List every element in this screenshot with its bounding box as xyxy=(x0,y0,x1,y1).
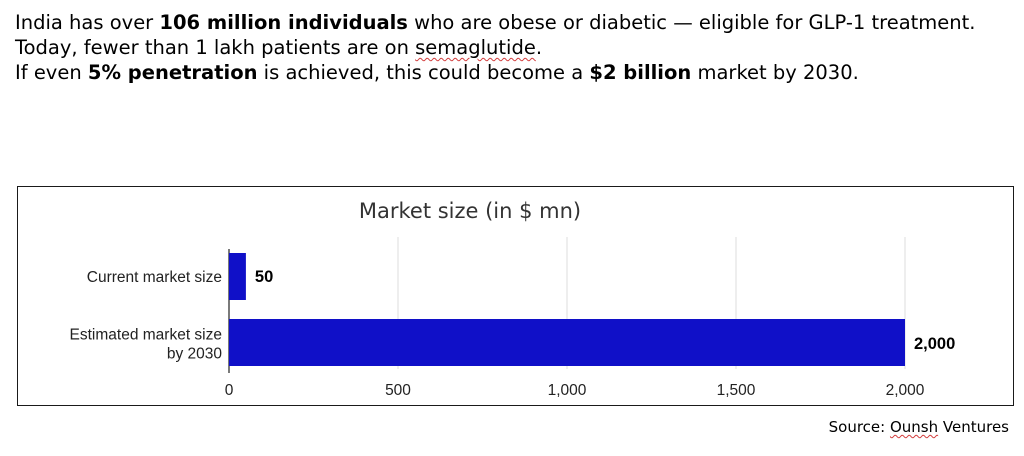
category-label: Current market size xyxy=(87,269,222,286)
intro-line-1: India has over 106 million individuals w… xyxy=(15,10,1010,35)
source-suffix: Ventures xyxy=(938,418,1009,436)
source-name: Ounsh xyxy=(889,418,939,436)
source-prefix: Source: xyxy=(828,418,890,436)
source-note: Source: Ounsh Ventures xyxy=(829,418,1009,436)
x-tick-label: 500 xyxy=(385,382,411,399)
x-tick-label: 2,000 xyxy=(886,382,925,399)
data-label: 2,000 xyxy=(914,335,955,353)
intro-line-2-text: Today, fewer than 1 lakh patients are on xyxy=(15,36,416,59)
intro-line-3: If even 5% penetration is achieved, this… xyxy=(15,60,1010,85)
intro-text: India has over 106 million individuals w… xyxy=(15,10,1010,85)
intro-line-3-bold-2: $2 billion xyxy=(589,61,692,84)
bar-estimated-2030 xyxy=(229,319,905,366)
data-label: 50 xyxy=(255,268,273,286)
intro-line-3-mid: is achieved, this could become a xyxy=(257,61,590,84)
category-label: Estimated market size xyxy=(70,327,222,344)
x-tick-label: 0 xyxy=(225,382,234,399)
market-size-chart: Market size (in $ mn) 50 Current market si… xyxy=(17,186,1014,406)
chart-canvas: Market size (in $ mn) 50 Current market si… xyxy=(70,199,956,399)
intro-line-1-bold: 106 million individuals xyxy=(159,11,408,34)
intro-line-3-text: If even xyxy=(15,61,88,84)
intro-line-1-rest: who are obese or diabetic — eligible for… xyxy=(407,11,976,34)
spellcheck-word: semaglutide xyxy=(415,36,536,59)
intro-line-1-text: India has over xyxy=(15,11,160,34)
intro-line-2: Today, fewer than 1 lakh patients are on… xyxy=(15,35,1010,60)
category-label: by 2030 xyxy=(167,346,223,363)
x-tick-label: 1,000 xyxy=(548,382,587,399)
x-tick-label: 1,500 xyxy=(717,382,756,399)
chart-title: Market size (in $ mn) xyxy=(359,199,581,223)
intro-line-2-rest: . xyxy=(535,36,543,59)
intro-line-3-bold-1: 5% penetration xyxy=(87,61,258,84)
bar-current xyxy=(229,253,246,300)
intro-line-3-rest: market by 2030. xyxy=(691,61,859,84)
